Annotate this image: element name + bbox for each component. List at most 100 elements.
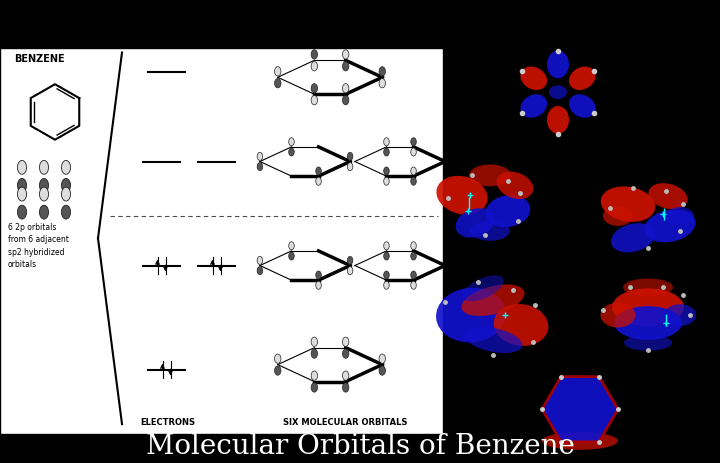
- Ellipse shape: [649, 183, 688, 209]
- Ellipse shape: [569, 67, 595, 90]
- Ellipse shape: [343, 84, 349, 93]
- Ellipse shape: [274, 354, 281, 363]
- Ellipse shape: [411, 177, 416, 185]
- Ellipse shape: [549, 85, 567, 99]
- Ellipse shape: [343, 62, 349, 71]
- Ellipse shape: [486, 195, 531, 227]
- Ellipse shape: [311, 62, 318, 71]
- Ellipse shape: [623, 278, 673, 296]
- Text: ELECTRONS: ELECTRONS: [140, 418, 196, 427]
- Text: 6 2p orbitals
from 6 adjacent
sp2 hybridized
orbitals: 6 2p orbitals from 6 adjacent sp2 hybrid…: [8, 223, 69, 269]
- Ellipse shape: [384, 271, 390, 279]
- Ellipse shape: [411, 148, 416, 156]
- Ellipse shape: [521, 94, 547, 118]
- Ellipse shape: [497, 172, 534, 199]
- Ellipse shape: [343, 95, 349, 105]
- Ellipse shape: [542, 432, 618, 450]
- Ellipse shape: [61, 160, 71, 174]
- Ellipse shape: [316, 281, 321, 289]
- Ellipse shape: [547, 106, 569, 134]
- Ellipse shape: [289, 148, 294, 156]
- Ellipse shape: [664, 304, 696, 326]
- Ellipse shape: [257, 267, 263, 275]
- Ellipse shape: [311, 349, 318, 358]
- Ellipse shape: [384, 242, 390, 250]
- Polygon shape: [542, 376, 618, 442]
- Ellipse shape: [494, 304, 549, 346]
- Ellipse shape: [274, 67, 281, 76]
- Ellipse shape: [343, 371, 349, 380]
- Ellipse shape: [600, 303, 636, 327]
- Ellipse shape: [289, 138, 294, 146]
- Ellipse shape: [603, 206, 633, 226]
- Ellipse shape: [384, 148, 390, 156]
- Ellipse shape: [666, 207, 694, 225]
- Ellipse shape: [411, 167, 416, 175]
- Ellipse shape: [384, 167, 390, 175]
- Ellipse shape: [40, 187, 48, 201]
- Ellipse shape: [470, 221, 510, 241]
- Ellipse shape: [40, 160, 48, 174]
- Ellipse shape: [40, 205, 48, 219]
- Ellipse shape: [17, 178, 27, 192]
- Ellipse shape: [436, 288, 506, 342]
- Ellipse shape: [17, 160, 27, 174]
- Ellipse shape: [311, 337, 318, 346]
- Ellipse shape: [274, 366, 281, 375]
- Ellipse shape: [411, 271, 416, 279]
- Text: BENZENE: BENZENE: [14, 55, 65, 64]
- Ellipse shape: [347, 152, 353, 160]
- Ellipse shape: [61, 178, 71, 192]
- Ellipse shape: [456, 208, 495, 238]
- Ellipse shape: [311, 371, 318, 380]
- Ellipse shape: [316, 271, 321, 279]
- Ellipse shape: [343, 50, 349, 59]
- Ellipse shape: [61, 187, 71, 201]
- Ellipse shape: [384, 281, 390, 289]
- Ellipse shape: [347, 257, 353, 264]
- Ellipse shape: [411, 138, 416, 146]
- Ellipse shape: [464, 327, 523, 353]
- Ellipse shape: [547, 50, 569, 78]
- Ellipse shape: [347, 163, 353, 171]
- Ellipse shape: [257, 257, 263, 264]
- Ellipse shape: [311, 50, 318, 59]
- Ellipse shape: [316, 167, 321, 175]
- Ellipse shape: [311, 383, 318, 392]
- Ellipse shape: [411, 281, 416, 289]
- Ellipse shape: [289, 242, 294, 250]
- Ellipse shape: [624, 335, 672, 351]
- Ellipse shape: [411, 252, 416, 260]
- Text: Molecular Orbitals of Benzene: Molecular Orbitals of Benzene: [145, 433, 575, 460]
- Ellipse shape: [462, 284, 525, 316]
- Ellipse shape: [462, 275, 504, 301]
- Ellipse shape: [17, 205, 27, 219]
- Ellipse shape: [379, 354, 385, 363]
- Ellipse shape: [347, 267, 353, 275]
- Ellipse shape: [379, 79, 385, 88]
- Ellipse shape: [411, 242, 416, 250]
- Ellipse shape: [316, 177, 321, 185]
- Ellipse shape: [40, 178, 48, 192]
- Ellipse shape: [379, 366, 385, 375]
- Ellipse shape: [612, 288, 684, 326]
- Ellipse shape: [644, 209, 696, 242]
- Ellipse shape: [257, 163, 263, 171]
- Ellipse shape: [384, 177, 390, 185]
- Ellipse shape: [257, 152, 263, 160]
- Ellipse shape: [384, 138, 390, 146]
- Ellipse shape: [311, 84, 318, 93]
- Ellipse shape: [61, 205, 71, 219]
- Ellipse shape: [436, 176, 487, 214]
- Ellipse shape: [384, 252, 390, 260]
- Ellipse shape: [343, 349, 349, 358]
- Ellipse shape: [17, 187, 27, 201]
- Ellipse shape: [569, 94, 595, 118]
- Ellipse shape: [614, 306, 682, 340]
- Ellipse shape: [611, 223, 655, 252]
- Ellipse shape: [343, 383, 349, 392]
- Bar: [0, 48, 443, 434]
- Ellipse shape: [343, 337, 349, 346]
- Ellipse shape: [311, 95, 318, 105]
- Ellipse shape: [274, 79, 281, 88]
